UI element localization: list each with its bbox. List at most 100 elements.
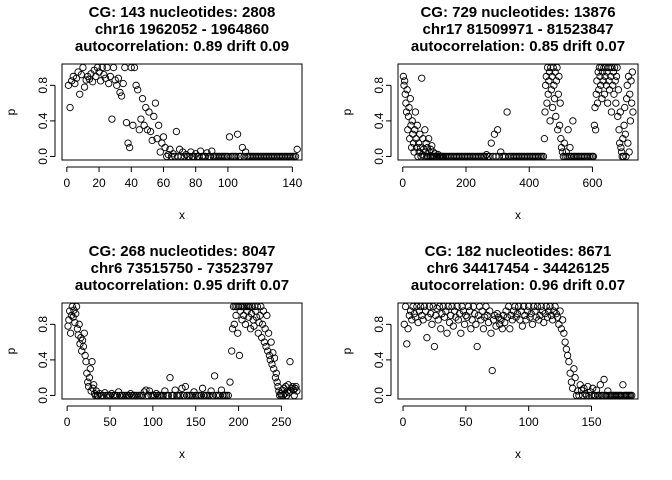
data-point — [134, 86, 142, 94]
data-point — [553, 63, 561, 72]
data-point — [546, 117, 554, 125]
data-point — [205, 391, 214, 400]
data-point — [603, 99, 612, 107]
data-point — [503, 108, 511, 116]
x-tick-label: 0 — [63, 176, 70, 190]
data-point — [417, 152, 425, 161]
data-point — [113, 81, 121, 89]
chart-title-line-3: autocorrelation: 0.85 drift 0.07 — [411, 38, 625, 55]
x-axis-label: x — [179, 447, 185, 461]
x-tick-label: 40 — [125, 176, 139, 190]
data-point — [566, 369, 574, 377]
data-point — [462, 311, 470, 320]
chart-title-line-2: chr6 73515750 - 73523797 — [91, 260, 274, 277]
data-point — [86, 365, 94, 373]
data-point — [66, 103, 74, 112]
data-point — [613, 63, 621, 72]
data-point — [563, 351, 572, 360]
data-point — [129, 121, 137, 129]
data-point — [430, 342, 439, 351]
data-point — [150, 112, 158, 121]
data-point — [623, 81, 631, 89]
x-tick-label: 20 — [92, 176, 106, 190]
data-point — [130, 63, 139, 72]
data-point — [612, 99, 620, 107]
data-point — [554, 90, 562, 98]
data-point — [84, 378, 92, 386]
data-point — [555, 320, 563, 328]
data-point — [90, 381, 98, 389]
data-point — [138, 95, 147, 103]
data-point — [268, 360, 276, 368]
data-points — [399, 63, 637, 161]
data-point — [94, 391, 102, 400]
data-point — [74, 331, 82, 339]
data-point — [497, 316, 505, 324]
data-point — [66, 329, 75, 337]
data-point — [80, 83, 89, 91]
data-point — [621, 130, 630, 138]
data-point — [412, 135, 420, 143]
data-point — [626, 90, 634, 98]
data-point — [272, 369, 280, 377]
data-point — [560, 329, 568, 337]
data-point — [241, 320, 250, 328]
data-point — [185, 152, 193, 161]
data-point — [406, 95, 414, 103]
data-point — [181, 382, 190, 391]
data-point — [201, 152, 210, 161]
data-point — [166, 374, 174, 382]
data-point — [119, 79, 127, 88]
data-point — [624, 72, 633, 81]
data-point — [164, 391, 172, 400]
data-point — [545, 68, 554, 76]
data-point — [545, 307, 553, 315]
data-point — [621, 103, 629, 112]
data-point — [126, 390, 135, 398]
data-point — [542, 81, 550, 89]
x-tick-label: 80 — [189, 176, 203, 190]
data-point — [454, 316, 462, 324]
data-point — [293, 387, 301, 395]
data-point — [64, 81, 73, 89]
y-tick-label: 0.0 — [36, 387, 50, 404]
data-point — [126, 143, 134, 152]
data-point — [233, 130, 242, 138]
data-point — [291, 152, 300, 161]
data-point — [561, 338, 569, 346]
x-tick-label: 100 — [519, 415, 539, 429]
data-point — [593, 99, 602, 107]
data-point — [163, 152, 171, 161]
data-point — [103, 63, 111, 72]
chart-title-line-1: CG: 143 nucleotides: 2808 — [89, 4, 276, 21]
data-point — [592, 90, 600, 98]
data-point — [235, 351, 244, 360]
data-point — [403, 340, 411, 348]
data-point — [512, 313, 520, 321]
data-point — [414, 139, 423, 147]
data-point — [552, 112, 560, 121]
data-point — [407, 143, 416, 152]
data-point — [108, 390, 116, 398]
data-point — [467, 325, 475, 333]
data-point — [234, 329, 242, 337]
data-point — [460, 320, 469, 328]
data-point — [273, 378, 281, 386]
x-tick-label: 150 — [581, 415, 601, 429]
data-point — [117, 92, 126, 100]
data-point — [270, 354, 279, 362]
y-tick-label: 0.4 — [372, 112, 386, 129]
data-point — [604, 387, 612, 395]
data-point — [574, 387, 582, 395]
data-point — [522, 316, 530, 324]
data-point — [79, 63, 87, 72]
x-tick-label: 0 — [64, 415, 71, 429]
data-point — [496, 320, 504, 328]
data-point — [508, 316, 516, 324]
data-point — [570, 365, 578, 373]
data-point — [482, 302, 490, 311]
data-point — [627, 77, 635, 85]
data-point — [601, 72, 609, 81]
